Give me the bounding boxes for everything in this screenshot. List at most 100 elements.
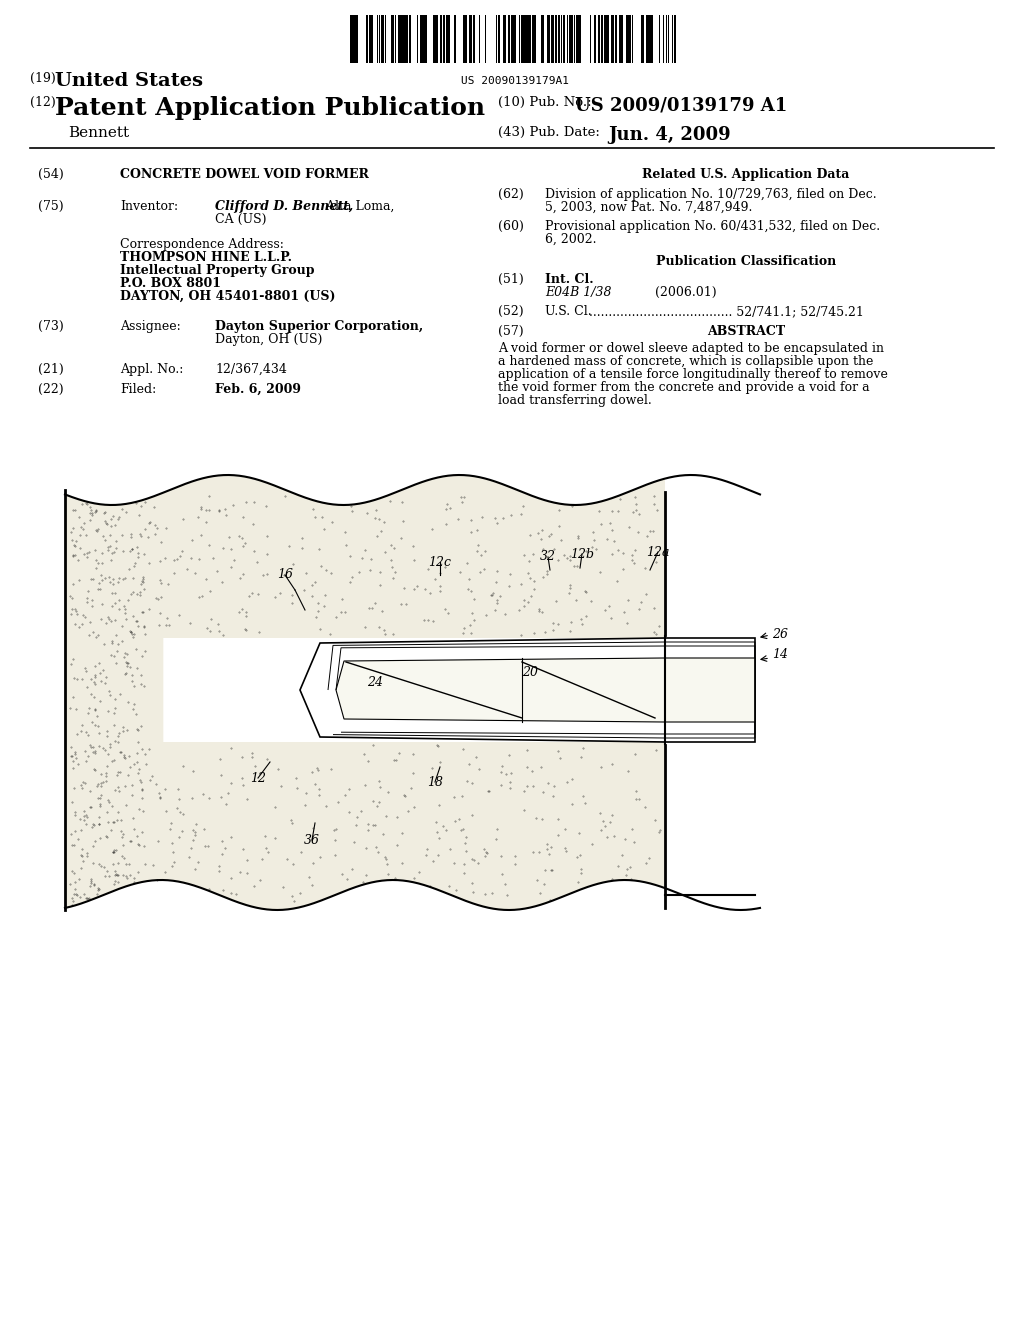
Text: 24: 24 [367, 676, 383, 689]
Bar [511, 15, 514, 63]
Bar [604, 15, 607, 63]
Text: ..................................... 52/741.1; 52/745.21: ..................................... 52… [585, 305, 864, 318]
Text: Dayton Superior Corporation,: Dayton Superior Corporation, [215, 319, 423, 333]
Text: E04B 1/38: E04B 1/38 [545, 286, 611, 300]
Bar [356, 15, 358, 63]
Bar [547, 15, 549, 63]
Text: 12c: 12c [428, 556, 452, 569]
Text: Int. Cl.: Int. Cl. [545, 273, 594, 286]
Bar [420, 15, 422, 63]
Text: Appl. No.:: Appl. No.: [120, 363, 183, 376]
Text: (2006.01): (2006.01) [655, 286, 717, 300]
Text: (43) Pub. Date:: (43) Pub. Date: [498, 125, 600, 139]
Text: the void former from the concrete and provide a void for a: the void former from the concrete and pr… [498, 381, 869, 393]
Text: Dayton, OH (US): Dayton, OH (US) [215, 333, 323, 346]
Bar [615, 15, 617, 63]
Bar [433, 15, 436, 63]
Text: Clifford D. Bennett,: Clifford D. Bennett, [215, 201, 353, 213]
Text: 32: 32 [540, 550, 556, 564]
Text: (52): (52) [498, 305, 523, 318]
Text: load transferring dowel.: load transferring dowel. [498, 393, 651, 407]
Bar [626, 15, 628, 63]
Bar [371, 15, 373, 63]
Text: (75): (75) [38, 201, 63, 213]
Bar [628, 15, 631, 63]
Text: 5, 2003, now Pat. No. 7,487,949.: 5, 2003, now Pat. No. 7,487,949. [545, 201, 753, 214]
Text: Alta Loma,: Alta Loma, [322, 201, 394, 213]
Text: 12b: 12b [570, 548, 594, 561]
Bar [65, 490, 760, 909]
Bar [601, 15, 603, 63]
Polygon shape [65, 492, 163, 908]
Bar [350, 15, 352, 63]
Bar [641, 15, 644, 63]
Text: Related U.S. Application Data: Related U.S. Application Data [642, 168, 850, 181]
Bar [443, 15, 445, 63]
Text: (60): (60) [498, 220, 524, 234]
Bar [406, 15, 408, 63]
Text: Filed:: Filed: [120, 383, 157, 396]
Bar [665, 638, 755, 846]
Polygon shape [336, 657, 755, 722]
Text: ABSTRACT: ABSTRACT [707, 325, 785, 338]
Bar [504, 15, 506, 63]
Bar [534, 15, 536, 63]
Bar [440, 15, 442, 63]
Text: Jun. 4, 2009: Jun. 4, 2009 [608, 125, 731, 144]
Text: (19): (19) [30, 73, 55, 84]
Text: a hardened mass of concrete, which is collapsible upon the: a hardened mass of concrete, which is co… [498, 355, 873, 368]
Text: DAYTON, OH 45401-8801 (US): DAYTON, OH 45401-8801 (US) [120, 290, 336, 304]
Text: 12/367,434: 12/367,434 [215, 363, 287, 376]
Bar [436, 15, 438, 63]
Bar [575, 15, 579, 63]
Bar [569, 15, 571, 63]
Text: Correspondence Address:: Correspondence Address: [120, 238, 284, 251]
Bar [563, 15, 565, 63]
Bar [391, 15, 393, 63]
Text: 12a: 12a [646, 545, 670, 558]
Polygon shape [65, 742, 665, 909]
Text: 6, 2002.: 6, 2002. [545, 234, 597, 246]
Bar [454, 15, 456, 63]
Text: Inventor:: Inventor: [120, 201, 178, 213]
Text: A void former or dowel sleeve adapted to be encapsulated in: A void former or dowel sleeve adapted to… [498, 342, 884, 355]
Text: Provisional application No. 60/431,532, filed on Dec.: Provisional application No. 60/431,532, … [545, 220, 880, 234]
Text: 14: 14 [772, 648, 788, 661]
Text: 26: 26 [772, 628, 788, 642]
Polygon shape [65, 475, 665, 638]
Text: US 20090139179A1: US 20090139179A1 [461, 77, 569, 86]
Bar [607, 15, 609, 63]
Bar [403, 15, 406, 63]
Bar [463, 15, 465, 63]
Polygon shape [300, 638, 755, 742]
Bar [594, 15, 596, 63]
Text: P.O. BOX 8801: P.O. BOX 8801 [120, 277, 221, 290]
Text: Division of application No. 10/729,763, filed on Dec.: Division of application No. 10/729,763, … [545, 187, 877, 201]
Text: United States: United States [55, 73, 203, 90]
Bar [353, 15, 355, 63]
Bar [551, 15, 554, 63]
Text: U.S. Cl.: U.S. Cl. [545, 305, 592, 318]
Bar [529, 15, 531, 63]
Bar [558, 15, 560, 63]
Bar [646, 15, 648, 63]
Text: 36: 36 [304, 833, 319, 846]
Text: 16: 16 [278, 569, 293, 582]
Bar [382, 15, 384, 63]
Text: 20: 20 [522, 665, 538, 678]
Bar [399, 15, 401, 63]
Bar [579, 15, 581, 63]
Bar [423, 15, 425, 63]
Bar [469, 15, 472, 63]
Bar [555, 15, 557, 63]
Bar [541, 15, 544, 63]
Text: 12: 12 [250, 771, 266, 784]
Text: (57): (57) [498, 325, 523, 338]
Text: (12): (12) [30, 96, 55, 110]
Text: Patent Application Publication: Patent Application Publication [55, 96, 485, 120]
Text: application of a tensile force longitudinally thereof to remove: application of a tensile force longitudi… [498, 368, 888, 381]
Text: (21): (21) [38, 363, 63, 376]
Text: Intellectual Property Group: Intellectual Property Group [120, 264, 314, 277]
Bar [409, 15, 411, 63]
Text: Publication Classification: Publication Classification [656, 255, 837, 268]
